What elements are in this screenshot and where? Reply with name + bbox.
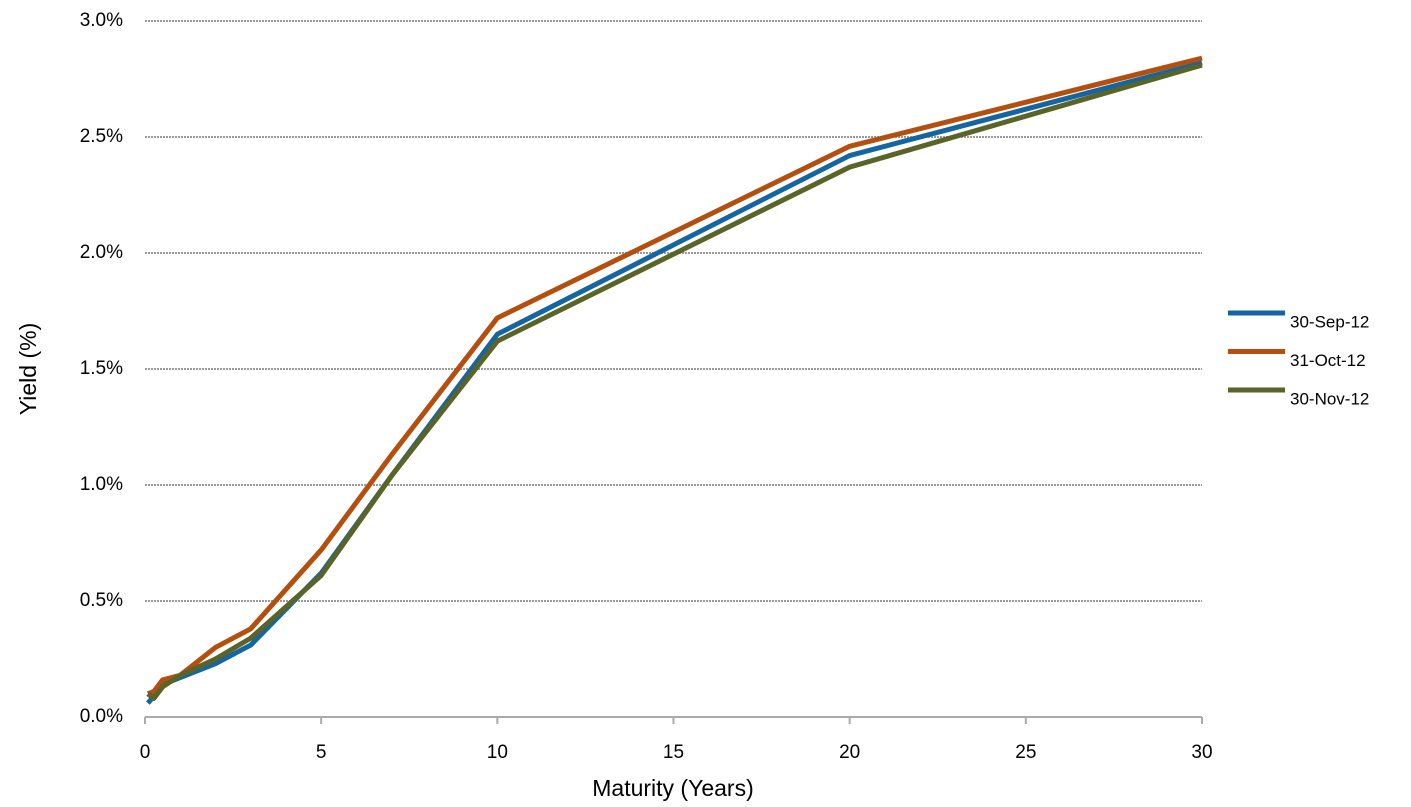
y-tick-label: 0.5% <box>80 590 123 611</box>
y-tick-label: 1.0% <box>80 474 123 495</box>
x-tick-label: 20 <box>839 742 860 763</box>
x-axis-title: Maturity (Years) <box>592 775 753 801</box>
x-tick-label: 15 <box>663 742 684 763</box>
y-axis-title: Yield (%) <box>15 323 41 415</box>
y-tick-label: 2.0% <box>80 242 123 263</box>
x-tick-label: 30 <box>1191 742 1212 763</box>
y-tick-label: 2.5% <box>80 126 123 147</box>
y-tick-label: 0.0% <box>80 706 123 727</box>
series-line <box>146 60 1203 705</box>
y-tick-label: 1.5% <box>80 358 123 379</box>
legend-label: 31-Oct-12 <box>1290 351 1366 370</box>
series-line <box>147 55 1203 697</box>
x-tick-label: 10 <box>487 742 508 763</box>
x-tick-label: 0 <box>140 742 151 763</box>
legend-label: 30-Nov-12 <box>1290 389 1369 408</box>
y-tick-label: 3.0% <box>80 10 123 31</box>
series-line <box>146 62 1203 701</box>
x-tick-label: 5 <box>316 742 327 763</box>
legend-label: 30-Sep-12 <box>1290 312 1369 331</box>
x-tick-label: 25 <box>1015 742 1036 763</box>
